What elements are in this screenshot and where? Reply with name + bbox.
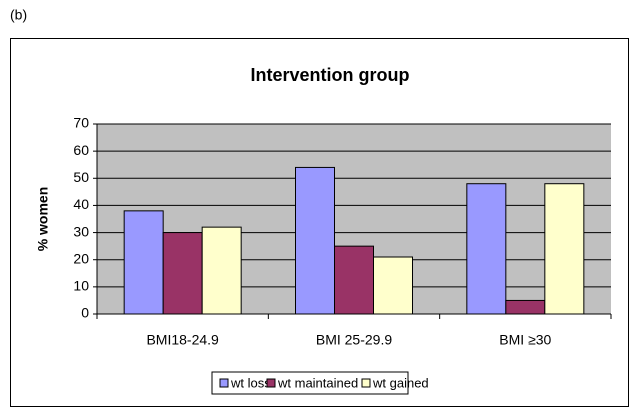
y-tick-label: 0 <box>81 305 89 321</box>
y-tick-label: 40 <box>73 196 89 212</box>
y-axis-label: % women <box>35 187 51 252</box>
legend-swatch <box>219 378 229 388</box>
y-tick-label: 60 <box>73 142 89 158</box>
y-tick-label: 50 <box>73 169 89 185</box>
bar <box>123 210 164 315</box>
bar <box>373 256 413 315</box>
x-tick-label: BMI18-24.9 <box>146 332 219 348</box>
y-tick-label: 30 <box>73 223 89 239</box>
legend-box <box>211 371 409 395</box>
legend-label: wt loss <box>230 375 271 390</box>
bar <box>466 183 507 315</box>
bar <box>295 166 335 315</box>
bar <box>505 299 546 315</box>
legend-swatch <box>361 378 371 388</box>
bar <box>201 226 242 315</box>
legend-swatch <box>266 378 276 388</box>
y-tick-label: 20 <box>73 250 89 266</box>
bar <box>162 232 203 315</box>
chart-title: Intervention group <box>251 65 410 85</box>
legend-label: wt gained <box>372 375 429 390</box>
panel-label: (b) <box>10 7 27 23</box>
bar <box>544 183 585 315</box>
legend-label: wt maintained <box>277 375 358 390</box>
x-tick-label: BMI ≥30 <box>499 332 551 348</box>
y-tick-label: 70 <box>73 115 89 131</box>
bar <box>334 245 374 315</box>
x-tick-label: BMI 25-29.9 <box>316 332 392 348</box>
y-tick-label: 10 <box>73 278 89 294</box>
